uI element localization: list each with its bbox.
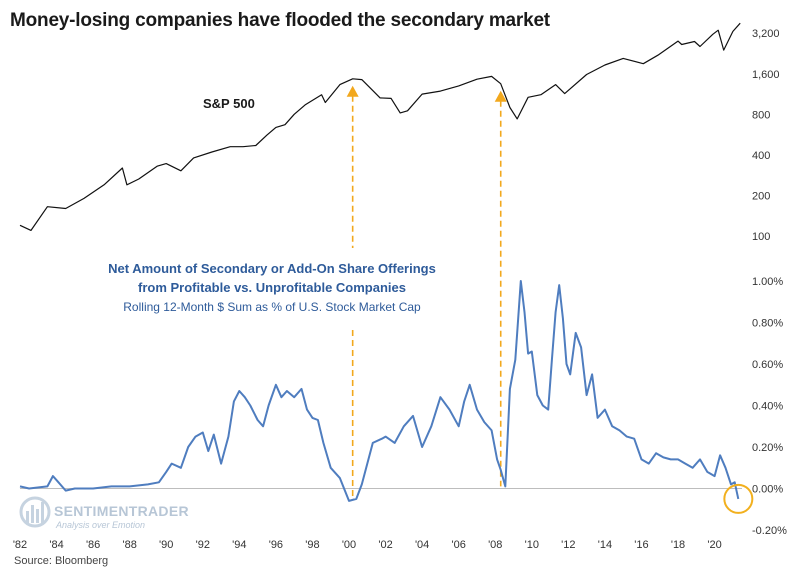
x-tick-label: '90 — [159, 539, 173, 551]
x-tick-label: '02 — [378, 539, 392, 551]
offerings-y-tick-label: 0.80% — [752, 318, 783, 330]
offerings-line — [19, 280, 740, 502]
watermark-tagline: Analysis over Emotion — [55, 520, 145, 530]
x-tick-label: '88 — [122, 539, 136, 551]
source-note: Source: Bloomberg — [14, 555, 109, 567]
sp500-line — [19, 22, 741, 231]
x-tick-label: '84 — [49, 539, 63, 551]
chart-title: Money-losing companies have flooded the … — [10, 10, 550, 31]
watermark-name: SENTIMENTRADER — [54, 503, 189, 519]
x-tick-label: '82 — [13, 539, 27, 551]
x-tick-label: '12 — [561, 539, 575, 551]
x-tick-label: '20 — [707, 539, 721, 551]
x-tick-label: '94 — [232, 539, 246, 551]
x-tick-label: '14 — [598, 539, 612, 551]
x-tick-label: '16 — [634, 539, 648, 551]
latest-value-highlight-circle — [723, 483, 754, 514]
x-tick-label: '92 — [196, 539, 210, 551]
offerings-subtitle: Rolling 12-Month $ Sum as % of U.S. Stoc… — [123, 300, 421, 314]
sp500-label: S&P 500 — [203, 96, 255, 111]
marker-arrow-2008 — [494, 90, 507, 102]
offerings-y-tick-label: -0.20% — [752, 525, 787, 537]
offerings-y-tick-label: 0.20% — [752, 442, 783, 454]
offerings-y-tick-label: 0.40% — [752, 401, 783, 413]
sp500-y-tick-label: 3,200 — [752, 28, 780, 40]
x-tick-label: '10 — [525, 539, 539, 551]
sp500-y-tick-label: 200 — [752, 190, 770, 202]
marker-arrow-2000 — [346, 85, 359, 97]
offerings-title-line-1: Net Amount of Secondary or Add-On Share … — [108, 261, 436, 276]
watermark: SENTIMENTRADER Analysis over Emotion — [19, 496, 189, 530]
watermark-logo-icon — [19, 496, 51, 528]
x-tick-label: '04 — [415, 539, 429, 551]
offerings-y-tick-label: 0.60% — [752, 359, 783, 371]
x-tick-label: '86 — [86, 539, 100, 551]
sp500-y-tick-label: 1,600 — [752, 69, 780, 81]
x-tick-label: '00 — [342, 539, 356, 551]
offerings-y-tick-label: 1.00% — [752, 276, 783, 288]
sp500-y-tick-label: 800 — [752, 109, 770, 121]
x-tick-label: '98 — [305, 539, 319, 551]
offerings-y-tick-label: 0.00% — [752, 484, 783, 496]
x-tick-label: '96 — [269, 539, 283, 551]
sp500-y-tick-label: 100 — [752, 231, 770, 243]
sp500-y-tick-label: 400 — [752, 150, 770, 162]
x-tick-label: '06 — [452, 539, 466, 551]
x-tick-label: '08 — [488, 539, 502, 551]
x-tick-label: '18 — [671, 539, 685, 551]
offerings-title-line-2: from Profitable vs. Unprofitable Compani… — [138, 280, 406, 295]
